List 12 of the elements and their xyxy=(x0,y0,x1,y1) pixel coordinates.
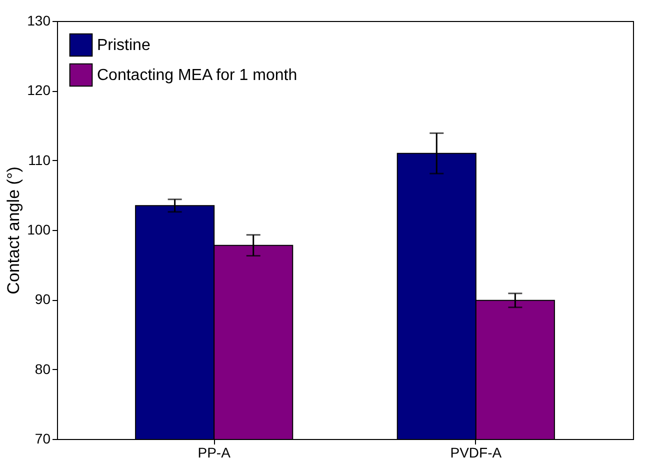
y-tick-label: 110 xyxy=(28,152,51,168)
y-axis-title: Contact angle (°) xyxy=(4,166,24,294)
y-tick-label: 90 xyxy=(34,291,51,308)
y-tick-label: 70 xyxy=(34,430,51,446)
legend-label: Contacting MEA for 1 month xyxy=(97,67,298,84)
x-tick-label: PP-A xyxy=(198,444,232,460)
y-tick-label: 100 xyxy=(27,222,51,238)
x-tick-label: PVDF-A xyxy=(450,444,502,460)
y-tick-label: 80 xyxy=(34,360,51,377)
legend-label: Pristine xyxy=(97,37,150,54)
y-tick-label: 120 xyxy=(27,82,51,98)
y-tick-label: 130 xyxy=(27,12,51,28)
